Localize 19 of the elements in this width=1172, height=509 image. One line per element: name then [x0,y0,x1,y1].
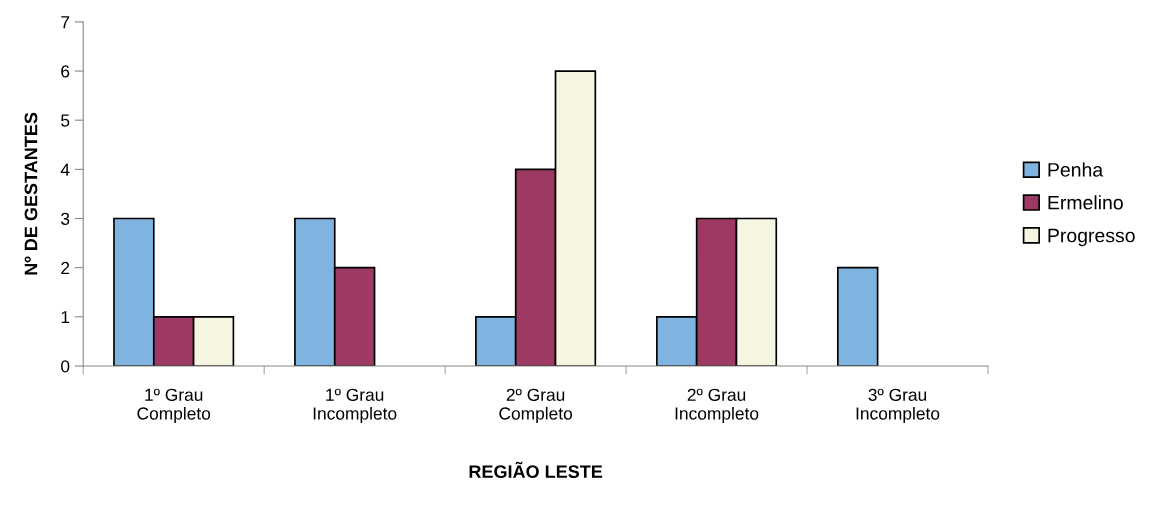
y-tick-label: 1 [61,311,70,324]
y-tick-label: 0 [61,360,70,373]
y-tick-label: 3 [61,212,70,225]
y-tick-label: 7 [61,16,70,29]
legend-label: Progresso [1048,228,1135,247]
x-tick-label: 1º Grau Completo [137,388,211,424]
x-tick-label: 2º Grau Incompleto [675,388,759,424]
y-tick-label: 6 [61,65,70,78]
legend-label: Penha [1048,162,1104,177]
x-tick-label: 3º Grau Incompleto [856,388,940,424]
y-axis-title: Nº DE GESTANTES [24,112,38,275]
x-tick-label: 2º Grau Completo [499,388,573,424]
y-tick-label: 2 [61,261,70,274]
y-tick-label: 4 [60,163,70,176]
y-tick-label: 5 [61,114,70,127]
x-tick-label: 1º Grau Incompleto [313,388,397,424]
bar [836,266,879,366]
legend-label: Ermelino [1048,195,1123,210]
x-axis-title: REGIÃO LESTE [469,461,603,479]
